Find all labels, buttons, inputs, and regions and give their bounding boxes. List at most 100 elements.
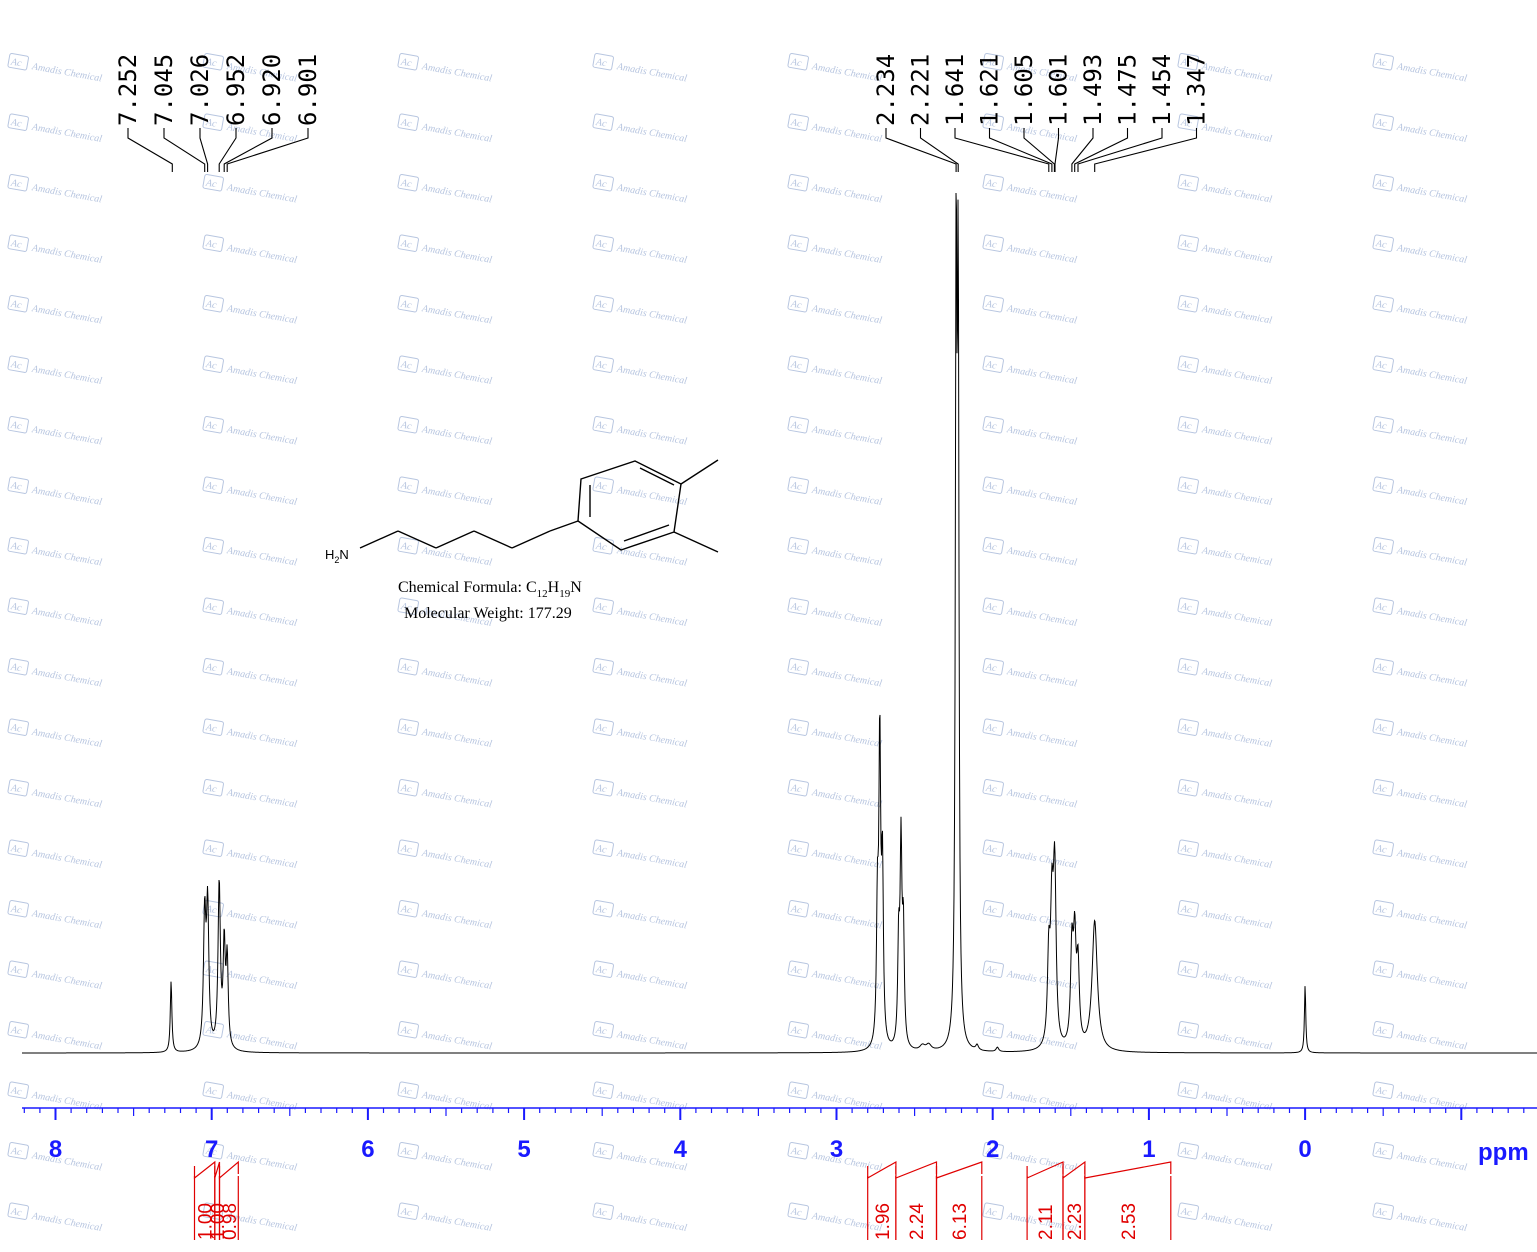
watermark-tile: Ac Amadis Chemical — [982, 778, 1078, 810]
watermark-badge-frame — [202, 476, 224, 494]
watermark-text: Amadis Chemical — [1395, 1211, 1468, 1234]
watermark-badge-frame — [787, 597, 809, 615]
watermark-text: Amadis Chemical — [420, 787, 493, 810]
watermark-tile: Ac Amadis Chemical — [592, 1202, 688, 1234]
watermark-badge: Ac — [9, 1085, 23, 1098]
watermark-badge: Ac — [204, 540, 218, 553]
watermark-badge-frame — [982, 536, 1004, 555]
watermark-badge: Ac — [1374, 843, 1388, 856]
watermark-text: Amadis Chemical — [420, 303, 493, 326]
watermark-badge-frame — [202, 113, 224, 131]
watermark-badge: Ac — [204, 1085, 218, 1098]
watermark-badge: Ac — [399, 117, 413, 130]
watermark-badge: Ac — [984, 540, 998, 553]
watermark-badge-frame — [202, 718, 224, 736]
watermark-badge-frame — [982, 839, 1004, 857]
watermark-text: Amadis Chemical — [810, 182, 883, 205]
watermark-text: Amadis Chemical — [30, 1090, 103, 1113]
watermark-badge: Ac — [594, 540, 608, 553]
watermark-tile: Ac Amadis Chemical — [1372, 355, 1468, 387]
watermark-badge-frame — [787, 1081, 809, 1099]
formula-part: 12 — [537, 588, 548, 600]
watermark-badge-frame — [7, 899, 29, 918]
watermark-tile: Ac Amadis Chemical — [7, 476, 103, 508]
watermark-tile: Ac Amadis Chemical — [787, 113, 883, 145]
watermark-badge: Ac — [789, 419, 803, 432]
watermark-tile: Ac Amadis Chemical — [1372, 960, 1468, 992]
watermark-badge-frame — [1177, 294, 1199, 313]
watermark-badge-frame — [787, 234, 809, 252]
watermark-badge: Ac — [9, 177, 23, 190]
watermark-tile: Ac Amadis Chemical — [397, 1141, 493, 1173]
watermark-badge: Ac — [204, 419, 218, 432]
watermark-badge-frame — [397, 355, 419, 373]
watermark-tile: Ac Amadis Chemical — [592, 778, 688, 810]
watermark-badge: Ac — [594, 359, 608, 372]
watermark-badge-frame — [7, 355, 29, 373]
watermark-tile: Ac Amadis Chemical — [1372, 476, 1468, 508]
watermark-badge: Ac — [594, 1085, 608, 1098]
watermark-badge: Ac — [9, 298, 23, 311]
watermark-text: Amadis Chemical — [420, 727, 493, 750]
watermark-badge: Ac — [594, 1145, 608, 1158]
watermark-tile: Ac Amadis Chemical — [787, 718, 883, 750]
watermark-text: Amadis Chemical — [1395, 364, 1468, 387]
watermark-badge: Ac — [594, 601, 608, 614]
watermark-text: Amadis Chemical — [420, 182, 493, 205]
watermark-badge: Ac — [204, 722, 218, 735]
watermark-badge: Ac — [9, 540, 23, 553]
watermark-badge: Ac — [984, 722, 998, 735]
watermark-badge: Ac — [984, 56, 998, 69]
watermark-tile: Ac Amadis Chemical — [1177, 476, 1273, 508]
watermark-tile: Ac Amadis Chemical — [7, 778, 103, 810]
watermark-text: Amadis Chemical — [30, 969, 103, 992]
watermark-badge: Ac — [984, 843, 998, 856]
watermark-badge-frame — [1372, 294, 1394, 313]
watermark-tile: Ac Amadis Chemical — [1372, 294, 1468, 326]
watermark-badge: Ac — [9, 56, 23, 69]
peak-label: 1.493 — [1079, 54, 1107, 126]
watermark-tile: Ac Amadis Chemical — [982, 173, 1078, 205]
watermark-badge-frame — [397, 234, 419, 252]
watermark-tile: Ac Amadis Chemical — [982, 476, 1078, 508]
formula-part: H — [548, 579, 560, 596]
watermark-text: Amadis Chemical — [420, 848, 493, 871]
watermark-badge: Ac — [984, 359, 998, 372]
watermark-text: Amadis Chemical — [615, 908, 688, 931]
watermark-text: Amadis Chemical — [1200, 727, 1273, 750]
watermark-text: Amadis Chemical — [1005, 848, 1078, 871]
amine-label: H2N — [325, 547, 349, 565]
watermark-badge: Ac — [789, 117, 803, 130]
watermark-text: Amadis Chemical — [615, 848, 688, 871]
watermark-text: Amadis Chemical — [30, 243, 103, 266]
watermark-badge-frame — [1372, 355, 1394, 373]
watermark-badge: Ac — [594, 298, 608, 311]
watermark-badge: Ac — [984, 1024, 998, 1037]
watermark-tile: Ac Amadis Chemical — [202, 1020, 298, 1052]
watermark-tile: Ac Amadis Chemical — [592, 294, 688, 326]
watermark-badge: Ac — [1374, 177, 1388, 190]
watermark-badge: Ac — [594, 722, 608, 735]
watermark-badge-frame — [397, 294, 419, 313]
watermark-tile: Ac Amadis Chemical — [202, 234, 298, 266]
peak-label-leader — [954, 128, 1050, 172]
benzene-ring — [577, 460, 682, 551]
watermark-text: Amadis Chemical — [615, 787, 688, 810]
watermark-text: Amadis Chemical — [225, 364, 298, 387]
tick-label: 4 — [674, 1136, 688, 1163]
watermark-tile: Ac Amadis Chemical — [7, 234, 103, 266]
watermark-badge-frame — [202, 1141, 224, 1160]
watermark-text: Amadis Chemical — [30, 122, 103, 145]
watermark-badge: Ac — [9, 480, 23, 493]
watermark-badge-frame — [787, 355, 809, 373]
watermark-tile: Ac Amadis Chemical — [982, 657, 1078, 689]
watermark-tile: Ac Amadis Chemical — [7, 173, 103, 205]
watermark-badge-frame — [592, 173, 614, 192]
watermark-badge: Ac — [204, 359, 218, 372]
watermark-tile: Ac Amadis Chemical — [397, 960, 493, 992]
molecule-structure: H2N Chemical Formula: C12H19N Molecular … — [325, 459, 719, 622]
watermark-badge: Ac — [399, 1206, 413, 1219]
watermark-badge-frame — [982, 1020, 1004, 1039]
watermark-badge-frame — [202, 597, 224, 615]
watermark-text: Amadis Chemical — [1005, 243, 1078, 266]
